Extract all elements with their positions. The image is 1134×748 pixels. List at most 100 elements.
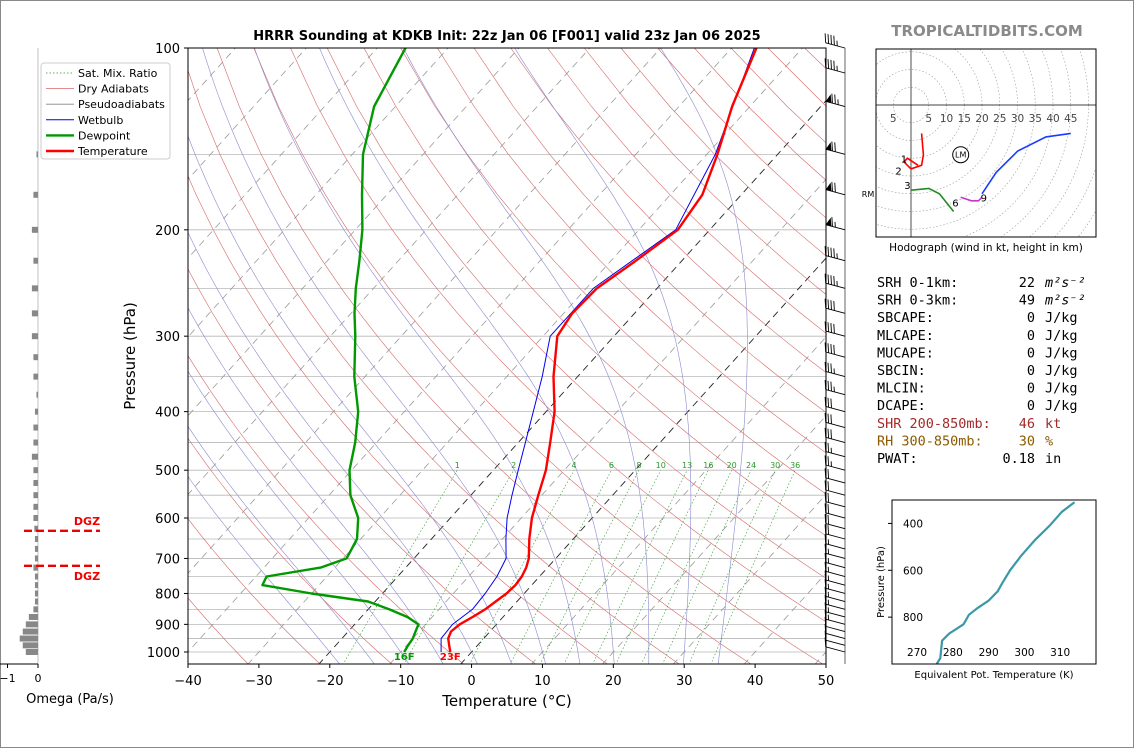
hodo-ring-label: 25: [993, 113, 1006, 125]
omega-bar: [34, 555, 38, 562]
x-axis-label: Temperature (°C): [441, 692, 571, 710]
wind-barb: [824, 552, 846, 569]
index-value: 0: [1027, 328, 1035, 344]
profile-temperature: [447, 48, 758, 653]
barb-staff: [825, 451, 846, 458]
omega-bar: [34, 535, 38, 542]
barb-full: [830, 381, 832, 392]
omega-bar: [36, 151, 38, 158]
wind-barb: [824, 442, 846, 458]
omega-bar: [33, 515, 38, 522]
index-label: SBCIN:: [877, 363, 926, 379]
isotherm-line: [318, 99, 826, 664]
barb-half: [827, 548, 830, 555]
index-label: PWAT:: [877, 451, 918, 467]
omega-bar: [34, 582, 38, 589]
legend: Sat. Mix. Ratio Dry Adiabats Pseudoadiabat…: [40, 62, 171, 160]
omega-bar: [33, 503, 38, 510]
barb-staff: [825, 67, 846, 74]
omega-bar: [33, 606, 38, 613]
omega-bar: [31, 285, 38, 292]
barb-staff: [825, 371, 846, 378]
hodo-storm-motion-label: LM: [955, 151, 966, 160]
barb-staff: [825, 330, 846, 337]
mixing-ratio-label: 36: [790, 461, 800, 470]
omega-bar: [33, 439, 38, 446]
barb-full: [824, 412, 827, 423]
index-label: MUCAPE:: [877, 345, 934, 361]
mixing-ratio-label: 13: [682, 461, 692, 470]
barb-full: [827, 469, 830, 479]
dry-adiabat-line: [216, 48, 752, 664]
mixing-ratio-line: [662, 470, 752, 664]
skewt-axes-frame: [187, 47, 827, 665]
wind-barb: [824, 586, 846, 602]
legend-label: Pseudoadiabats: [78, 98, 165, 111]
omega-bar: [31, 333, 38, 340]
legend-label: Dry Adiabats: [78, 83, 149, 96]
theta-e-x-tick-label: 270: [907, 647, 927, 659]
barb-full: [830, 300, 832, 310]
wind-barb: [824, 503, 846, 519]
barb-full: [827, 481, 830, 491]
omega-bar: [28, 613, 38, 620]
wind-barb: [824, 561, 846, 577]
barb-full: [824, 321, 827, 332]
skewt-plot-area: 1 2 4 6 8 10 13 16 20 24 30 36: [188, 48, 826, 664]
barb-half: [833, 386, 835, 392]
wind-barb: [824, 273, 846, 289]
pseudoadiabat-line: [188, 231, 478, 664]
barb-full: [824, 342, 827, 353]
barb-full: [827, 492, 830, 503]
hodo-ring-label: 40: [1046, 113, 1059, 125]
barb-staff: [825, 625, 846, 632]
barb-staff: [825, 464, 846, 471]
barb-full: [827, 456, 830, 466]
barb-staff: [825, 523, 846, 530]
index-value: 0.18: [1002, 451, 1035, 467]
y-tick-label: 600: [155, 512, 180, 527]
hodo-ring-label: 5: [925, 113, 932, 125]
mixing-ratio-line: [342, 470, 458, 664]
index-value: 0: [1027, 310, 1035, 326]
barb-full: [831, 93, 833, 104]
omega-bar: [34, 573, 38, 580]
index-unit: %: [1045, 433, 1053, 449]
barb-half: [836, 65, 838, 71]
omega-bar: [31, 226, 38, 233]
barb-full: [830, 344, 832, 354]
barb-full: [830, 34, 832, 45]
x-tick-label: 20: [605, 674, 622, 689]
wind-barb: [824, 578, 846, 594]
index-value: 46: [1019, 416, 1035, 432]
pseudoadiabat-line: [188, 307, 444, 664]
barb-full: [824, 468, 827, 478]
barb-full: [824, 534, 827, 544]
index-unit: m²s⁻²: [1044, 293, 1086, 309]
wind-barb: [824, 58, 846, 74]
pseudoadiabat-line: [188, 475, 340, 664]
wind-barb: [824, 570, 846, 586]
index-label: SRH 0-1km:: [877, 275, 958, 291]
x-tick-label: −40: [174, 674, 201, 689]
dry-adiabat-line: [437, 48, 826, 454]
barb-staff: [825, 579, 846, 586]
mixing-ratio-label: 4: [572, 461, 577, 470]
barb-full: [827, 397, 830, 408]
barb-full: [824, 543, 827, 554]
wind-barb: [824, 480, 846, 496]
barb-full: [824, 442, 827, 452]
index-label: SBCAPE:: [877, 310, 934, 326]
index-label: MLCIN:: [877, 381, 926, 397]
y-tick-label: 200: [155, 224, 180, 239]
y-tick-label: 800: [155, 587, 180, 602]
barb-full: [833, 248, 835, 258]
pseudoadiabat-line: [188, 425, 375, 664]
barb-half: [827, 591, 830, 598]
index-unit: J/kg: [1045, 398, 1078, 414]
barb-staff: [825, 646, 846, 653]
dry-adiabat-line: [363, 48, 826, 537]
dry-adiabat-line: [326, 48, 826, 579]
barb-full: [824, 298, 827, 309]
barb-full: [827, 428, 830, 439]
